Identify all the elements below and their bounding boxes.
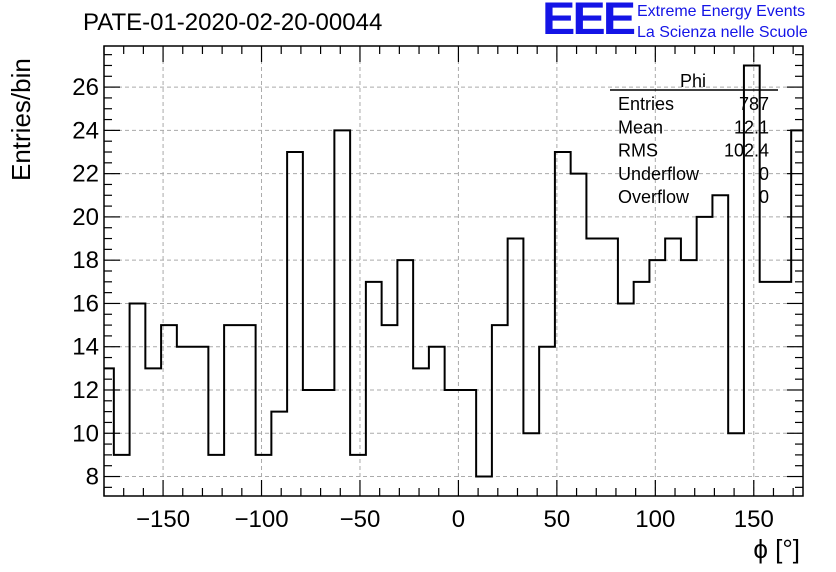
histogram-bin xyxy=(775,282,791,496)
x-tick-label: −100 xyxy=(234,506,288,533)
x-tick-label: 50 xyxy=(544,506,571,533)
histogram-bin xyxy=(634,282,650,496)
histogram-bin xyxy=(193,347,209,496)
x-tick-label: 100 xyxy=(635,506,675,533)
stats-label: RMS xyxy=(618,141,658,161)
stats-label: Entries xyxy=(618,94,674,114)
histogram-bin xyxy=(492,325,508,496)
histogram-bin xyxy=(429,347,445,496)
eee-logo: EEE xyxy=(542,0,636,44)
y-tick-label: 26 xyxy=(72,74,99,101)
histogram-bin xyxy=(382,325,398,496)
histogram-bin xyxy=(460,390,476,496)
histogram-bin xyxy=(271,412,287,496)
histogram-bin xyxy=(413,368,429,496)
y-tick-label: 8 xyxy=(86,464,99,491)
histogram-bin xyxy=(649,260,665,496)
histogram-bin xyxy=(602,239,618,496)
histogram-bin xyxy=(508,239,524,496)
histogram-bin xyxy=(224,325,240,496)
x-tick-label: 0 xyxy=(452,506,465,533)
histogram-bin xyxy=(586,239,602,496)
stats-value: 787 xyxy=(739,94,769,114)
y-tick-label: 22 xyxy=(72,161,99,188)
histogram-bin xyxy=(760,282,776,496)
stats-value: 102.4 xyxy=(724,141,769,161)
histogram-bin xyxy=(571,174,587,496)
y-axis-label: Entries/bin xyxy=(6,58,36,181)
stats-value: 0 xyxy=(759,187,769,207)
stats-label: Underflow xyxy=(618,164,700,184)
y-tick-label: 14 xyxy=(72,334,99,361)
logo-subtitle-1: Extreme Energy Events xyxy=(637,3,806,20)
histogram-bin xyxy=(618,303,634,496)
histogram-bin xyxy=(697,217,713,496)
stats-box-title: Phi xyxy=(680,71,706,91)
histogram-bin xyxy=(665,239,681,496)
chart-title: PATE-01-2020-02-20-00044 xyxy=(83,9,383,36)
histogram-bin xyxy=(712,195,728,496)
histogram-bin xyxy=(791,130,803,496)
histogram-bin xyxy=(240,325,256,496)
histogram-bin xyxy=(287,152,303,496)
y-tick-label: 12 xyxy=(72,377,99,404)
histogram-bin xyxy=(145,368,161,496)
stats-label: Overflow xyxy=(618,187,690,207)
histogram-bin xyxy=(161,325,177,496)
histogram-bin xyxy=(397,260,413,496)
stats-value: 12.1 xyxy=(734,117,769,137)
histogram-bin xyxy=(523,433,539,496)
x-tick-label: −150 xyxy=(136,506,190,533)
histogram-bin xyxy=(334,130,350,496)
x-tick-label: −50 xyxy=(340,506,381,533)
histogram-bin xyxy=(177,347,193,496)
histogram-bin xyxy=(539,347,555,496)
y-tick-label: 10 xyxy=(72,420,99,447)
y-tick-label: 24 xyxy=(72,117,99,144)
histogram-line xyxy=(104,64,803,478)
histogram-bin xyxy=(256,455,272,496)
histogram-bin xyxy=(319,390,335,496)
logo-subtitle-2: La Scienza nelle Scuole xyxy=(637,24,808,41)
histogram-bin xyxy=(350,455,366,496)
histogram-bin xyxy=(366,282,382,496)
histogram-bin xyxy=(681,260,697,496)
histogram-bin xyxy=(130,303,146,496)
y-tick-label: 18 xyxy=(72,247,99,274)
x-axis-label: ϕ [°] xyxy=(753,534,800,564)
histogram-bin xyxy=(555,152,571,496)
stats-value: 0 xyxy=(759,164,769,184)
stats-label: Mean xyxy=(618,117,663,137)
histogram-bin xyxy=(728,433,744,496)
y-tick-label: 16 xyxy=(72,290,99,317)
histogram-bin xyxy=(114,455,130,496)
y-tick-label: 20 xyxy=(72,204,99,231)
histogram-bin xyxy=(303,390,319,496)
x-tick-label: 150 xyxy=(734,506,774,533)
